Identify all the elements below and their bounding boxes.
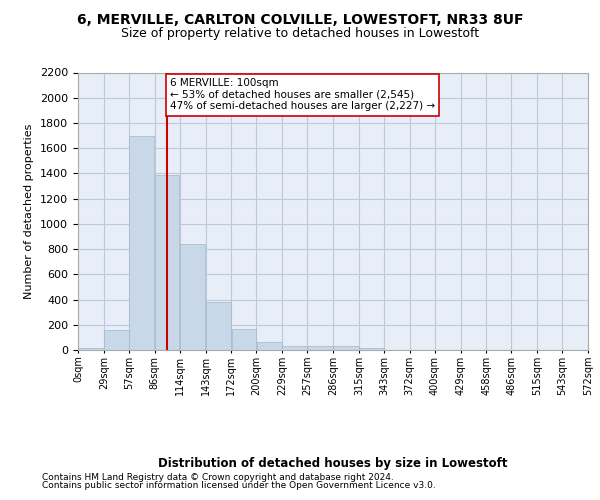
- Text: Distribution of detached houses by size in Lowestoft: Distribution of detached houses by size …: [158, 458, 508, 470]
- Bar: [129, 136, 154, 350]
- Bar: [307, 346, 333, 350]
- Bar: [257, 342, 282, 350]
- Text: Contains public sector information licensed under the Open Government Licence v3: Contains public sector information licen…: [42, 481, 436, 490]
- Text: 6, MERVILLE, CARLTON COLVILLE, LOWESTOFT, NR33 8UF: 6, MERVILLE, CARLTON COLVILLE, LOWESTOFT…: [77, 12, 523, 26]
- Bar: [359, 348, 383, 350]
- Bar: [333, 346, 359, 350]
- Bar: [104, 330, 128, 350]
- Y-axis label: Number of detached properties: Number of detached properties: [25, 124, 34, 299]
- Text: Contains HM Land Registry data © Crown copyright and database right 2024.: Contains HM Land Registry data © Crown c…: [42, 472, 394, 482]
- Text: 6 MERVILLE: 100sqm
← 53% of detached houses are smaller (2,545)
47% of semi-deta: 6 MERVILLE: 100sqm ← 53% of detached hou…: [170, 78, 435, 112]
- Text: Size of property relative to detached houses in Lowestoft: Size of property relative to detached ho…: [121, 28, 479, 40]
- Bar: [232, 329, 256, 350]
- Bar: [78, 348, 104, 350]
- Bar: [283, 346, 307, 350]
- Bar: [206, 302, 231, 350]
- Bar: [155, 174, 179, 350]
- Bar: [180, 244, 205, 350]
